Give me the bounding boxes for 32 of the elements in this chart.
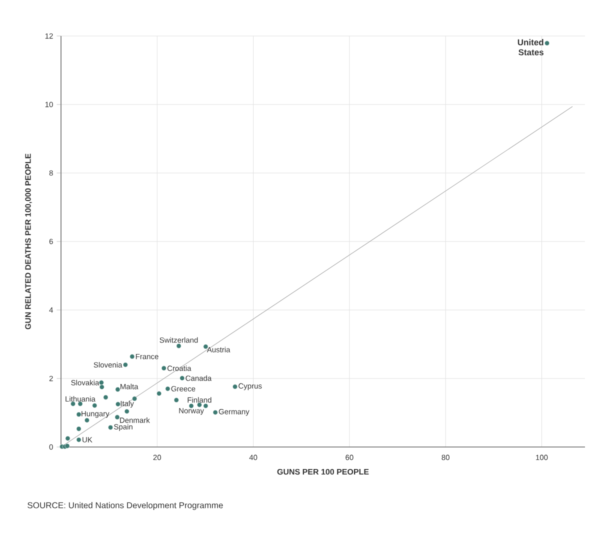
- point: [76, 412, 82, 417]
- point: [165, 386, 170, 392]
- point: [114, 414, 120, 420]
- x-axis-title: GUNS PER 100 PEOPLE: [277, 468, 369, 475]
- point: [65, 436, 70, 441]
- point: [232, 384, 238, 390]
- y-axis-title: GUN RELATED DEATHS PER 100,000 PEOPLE: [25, 154, 32, 330]
- point: [156, 391, 162, 396]
- point: [115, 386, 120, 392]
- point: [180, 376, 185, 381]
- point: [122, 362, 128, 368]
- point: [544, 40, 550, 46]
- point: [161, 366, 166, 371]
- point: [212, 410, 218, 415]
- point: [64, 444, 70, 448]
- point: [76, 437, 82, 442]
- point: [124, 408, 130, 414]
- point: [176, 344, 182, 348]
- point: [174, 398, 179, 403]
- point: [108, 425, 113, 430]
- point: [132, 396, 138, 402]
- source-note: SOURCE: United Nations Development Programme: [28, 502, 223, 510]
- point: [103, 394, 108, 400]
- annotation: United States: [518, 39, 544, 56]
- point: [116, 402, 120, 407]
- point: [203, 403, 208, 408]
- point: [92, 403, 98, 408]
- point: [76, 426, 82, 432]
- point: [188, 403, 194, 408]
- point: [84, 418, 90, 423]
- point: [99, 384, 104, 390]
- point: [130, 354, 135, 360]
